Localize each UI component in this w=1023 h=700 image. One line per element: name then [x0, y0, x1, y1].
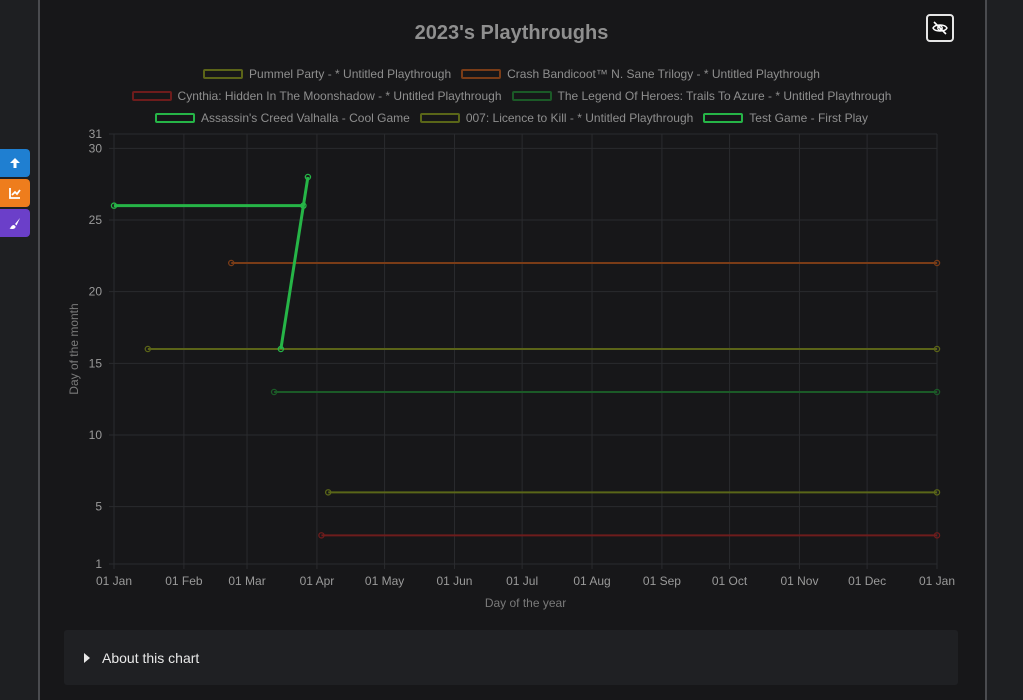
- chart-title: 2023's Playthroughs: [414, 22, 609, 44]
- caret-right-icon: [84, 652, 90, 663]
- legend-item[interactable]: Cynthia: Hidden In The Moonshadow - * Un…: [131, 89, 502, 103]
- legend-label: 007: Licence to Kill - * Untitled Playth…: [465, 111, 694, 125]
- x-tick-label: 01 Sep: [643, 574, 681, 588]
- legend-label: Test Game - First Play: [749, 111, 868, 125]
- legend-swatch: [131, 91, 172, 101]
- data-point: [318, 532, 325, 539]
- line-chart-icon: [9, 188, 21, 199]
- x-tick-label: 01 Jul: [506, 574, 538, 588]
- x-tick-label: 01 Dec: [848, 574, 886, 588]
- about-chart-label: About this chart: [102, 649, 200, 666]
- legend-item[interactable]: Test Game - First Play: [703, 111, 868, 125]
- scroll-top-button[interactable]: [0, 149, 30, 177]
- y-tick-label: 31: [89, 127, 103, 141]
- x-tick-label: 01 Apr: [300, 574, 335, 588]
- chart-view-button[interactable]: [0, 179, 30, 207]
- legend-item[interactable]: Assassin's Creed Valhalla - Cool Game: [155, 111, 410, 125]
- data-point: [270, 388, 278, 396]
- data-point: [227, 259, 235, 267]
- hide-chart-button[interactable]: [926, 14, 954, 42]
- y-tick-label: 25: [89, 213, 103, 227]
- legend-row: Pummel Party - * Untitled Playthrough Cra…: [38, 67, 985, 81]
- x-axis-title: Day of the year: [485, 596, 566, 610]
- paint-brush-icon: [9, 218, 20, 229]
- data-point: [277, 345, 285, 353]
- x-tick-label: 01 Oct: [712, 574, 748, 588]
- y-tick-label: 20: [89, 285, 103, 299]
- legend-swatch: [461, 69, 502, 79]
- data-point: [324, 489, 332, 496]
- data-point: [110, 202, 118, 209]
- legend-swatch: [511, 91, 552, 101]
- y-axis-title: Day of the month: [67, 303, 81, 394]
- legend-row: Cynthia: Hidden In The Moonshadow - * Un…: [38, 89, 985, 103]
- y-tick-label: 10: [89, 428, 103, 442]
- legend-item[interactable]: Crash Bandicoot™ N. Sane Trilogy - * Unt…: [461, 67, 820, 81]
- legend-label: The Legend Of Heroes: Trails To Azure - …: [557, 89, 892, 103]
- legend-item[interactable]: The Legend Of Heroes: Trails To Azure - …: [511, 89, 892, 103]
- arrow-up-icon: [10, 158, 20, 168]
- x-tick-label: 01 Feb: [165, 574, 203, 588]
- y-tick-label: 5: [95, 500, 102, 514]
- legend-item[interactable]: 007: Licence to Kill - * Untitled Playth…: [419, 111, 694, 125]
- x-tick-label: 01 Aug: [573, 574, 610, 588]
- legend-swatch: [203, 69, 244, 79]
- data-point: [144, 345, 152, 353]
- data-point: [933, 388, 941, 396]
- legend-label: Cynthia: Hidden In The Moonshadow - * Un…: [177, 89, 502, 103]
- legend-row: Assassin's Creed Valhalla - Cool Game 007…: [38, 111, 985, 125]
- data-point: [933, 489, 941, 496]
- data-point: [933, 532, 941, 539]
- legend-swatch: [703, 113, 744, 123]
- series-line: [279, 176, 310, 350]
- about-chart-toggle[interactable]: About this chart: [64, 630, 958, 685]
- data-point: [304, 173, 312, 181]
- data-point: [933, 345, 941, 353]
- y-tick-label: 30: [89, 141, 103, 155]
- x-tick-label: 01 Jan: [919, 574, 955, 588]
- x-tick-label: 01 Mar: [228, 574, 265, 588]
- x-tick-label: 01 Nov: [780, 574, 818, 588]
- legend-label: Assassin's Creed Valhalla - Cool Game: [201, 111, 410, 125]
- x-tick-label: 01 Jan: [96, 574, 132, 588]
- data-point: [933, 259, 941, 267]
- legend-swatch: [419, 113, 460, 123]
- legend-swatch: [155, 113, 195, 123]
- legend-label: Crash Bandicoot™ N. Sane Trilogy - * Unt…: [507, 67, 820, 81]
- x-tick-label: 01 May: [365, 574, 404, 588]
- legend-item[interactable]: Pummel Party - * Untitled Playthrough: [203, 67, 451, 81]
- y-tick-label: 1: [95, 557, 102, 571]
- legend-label: Pummel Party - * Untitled Playthrough: [249, 67, 452, 81]
- x-tick-label: 01 Jun: [436, 574, 472, 588]
- eye-slash-icon: [932, 21, 948, 35]
- y-tick-label: 15: [89, 356, 103, 370]
- theme-button[interactable]: [0, 209, 30, 237]
